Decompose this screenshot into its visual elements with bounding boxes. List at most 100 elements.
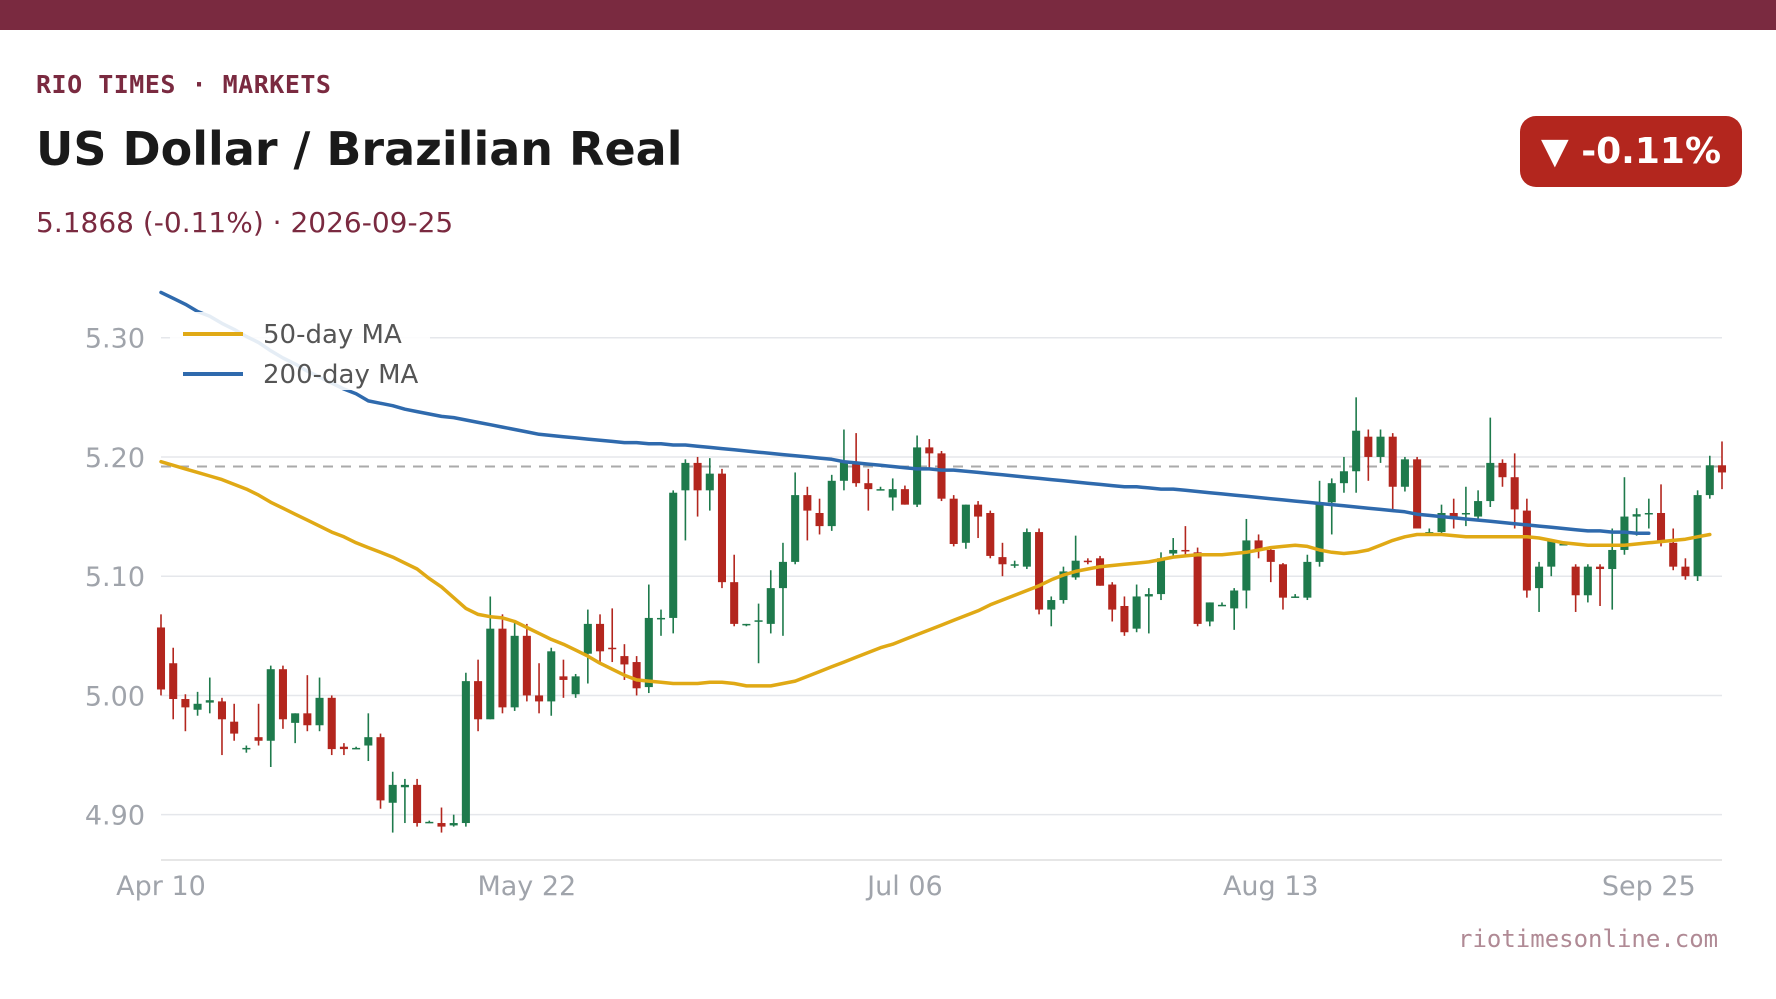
candle — [1486, 417, 1495, 508]
candles — [156, 397, 1727, 833]
candle-body — [1254, 540, 1263, 550]
candle-body — [1705, 465, 1714, 496]
candle — [327, 695, 336, 756]
candle — [1376, 429, 1385, 463]
candle-body — [425, 821, 434, 824]
x-tick-label: May 22 — [477, 871, 576, 902]
candle-body — [1352, 430, 1361, 472]
candle-body — [230, 721, 239, 734]
x-tick-label: Sep 25 — [1602, 871, 1696, 902]
candle-body — [778, 561, 787, 589]
candle-body — [1217, 604, 1227, 607]
candle — [535, 663, 544, 714]
candle-body — [1022, 532, 1031, 567]
candle-body — [559, 676, 568, 680]
candle — [1669, 528, 1678, 571]
candle — [937, 450, 946, 502]
candle-body — [949, 498, 958, 544]
candle — [669, 490, 678, 634]
candle-body — [998, 557, 1007, 565]
candle-body — [1364, 436, 1373, 457]
candle-body — [693, 462, 702, 491]
candle — [827, 474, 836, 531]
candle — [1120, 596, 1129, 636]
candle — [1413, 456, 1422, 529]
candle — [169, 647, 178, 720]
legend-background — [170, 312, 430, 390]
candle-body — [791, 495, 800, 562]
candle-body — [730, 582, 739, 624]
candle — [254, 703, 263, 746]
candle-body — [717, 473, 727, 583]
candle — [205, 677, 214, 714]
candle — [961, 504, 970, 549]
candle — [1059, 566, 1068, 604]
candle — [1217, 602, 1227, 607]
candle-body — [1474, 501, 1483, 517]
candle — [1169, 538, 1178, 559]
candle — [1047, 596, 1056, 627]
candle-body — [1608, 549, 1617, 570]
candle-body — [1230, 590, 1239, 609]
candle — [632, 656, 641, 696]
candle — [1571, 564, 1580, 612]
candle — [742, 623, 751, 627]
candle — [644, 584, 653, 694]
candle-body — [400, 784, 409, 788]
candle-body — [205, 700, 214, 703]
candle — [400, 778, 409, 824]
candle — [766, 570, 775, 634]
candle — [1010, 560, 1019, 568]
candle-body — [571, 676, 580, 695]
candle-body — [937, 453, 946, 499]
candle — [1303, 554, 1312, 601]
legend: 50-day MA 200-day MA — [170, 312, 430, 390]
candle — [596, 614, 605, 663]
candle — [339, 743, 348, 756]
candle — [522, 623, 531, 702]
candle — [730, 554, 739, 627]
candle-body — [266, 669, 275, 741]
candle-body — [754, 620, 763, 622]
candle-body — [705, 473, 714, 491]
candle — [291, 713, 300, 744]
candle — [1242, 518, 1251, 609]
candle-body — [827, 480, 836, 527]
candle — [1291, 594, 1300, 598]
candle — [754, 603, 763, 664]
candle-body — [656, 617, 666, 620]
candle — [1230, 588, 1239, 630]
candle-body — [181, 699, 190, 708]
candle-body — [364, 737, 373, 746]
candle — [852, 433, 861, 487]
candle — [1583, 564, 1592, 603]
x-tick-label: Apr 10 — [116, 871, 206, 902]
candle-body — [1656, 512, 1666, 541]
candle — [974, 501, 983, 539]
candle-body — [839, 461, 848, 481]
candle-body — [1437, 512, 1446, 533]
candle — [437, 807, 446, 833]
candle-body — [1303, 561, 1312, 598]
candle — [388, 771, 397, 833]
candle — [608, 608, 617, 663]
candle-body — [803, 495, 812, 511]
candle-body — [1291, 596, 1300, 598]
candle — [876, 486, 885, 491]
legend-label: 50-day MA — [263, 320, 402, 350]
candle-body — [986, 512, 995, 556]
candle-body — [1486, 462, 1495, 502]
candle — [571, 673, 580, 698]
candle — [791, 472, 800, 565]
candle-body — [681, 462, 690, 491]
candle — [1632, 508, 1641, 536]
candle — [498, 614, 507, 714]
candle-body — [1156, 558, 1166, 595]
candle — [998, 542, 1007, 577]
candle-body — [742, 623, 751, 626]
candle-body — [1193, 552, 1202, 624]
candle — [315, 677, 324, 732]
candle-body — [1522, 510, 1531, 591]
candle-body — [437, 823, 446, 827]
candle-body — [242, 747, 251, 750]
